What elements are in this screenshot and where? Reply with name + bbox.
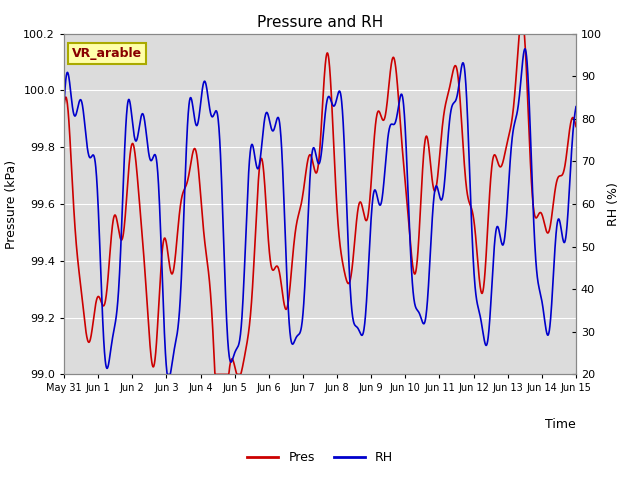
Title: Pressure and RH: Pressure and RH [257,15,383,30]
Y-axis label: RH (%): RH (%) [607,182,620,226]
Text: Time: Time [545,418,576,431]
Y-axis label: Pressure (kPa): Pressure (kPa) [4,159,18,249]
Legend: Pres, RH: Pres, RH [242,446,398,469]
Text: VR_arable: VR_arable [72,47,142,60]
